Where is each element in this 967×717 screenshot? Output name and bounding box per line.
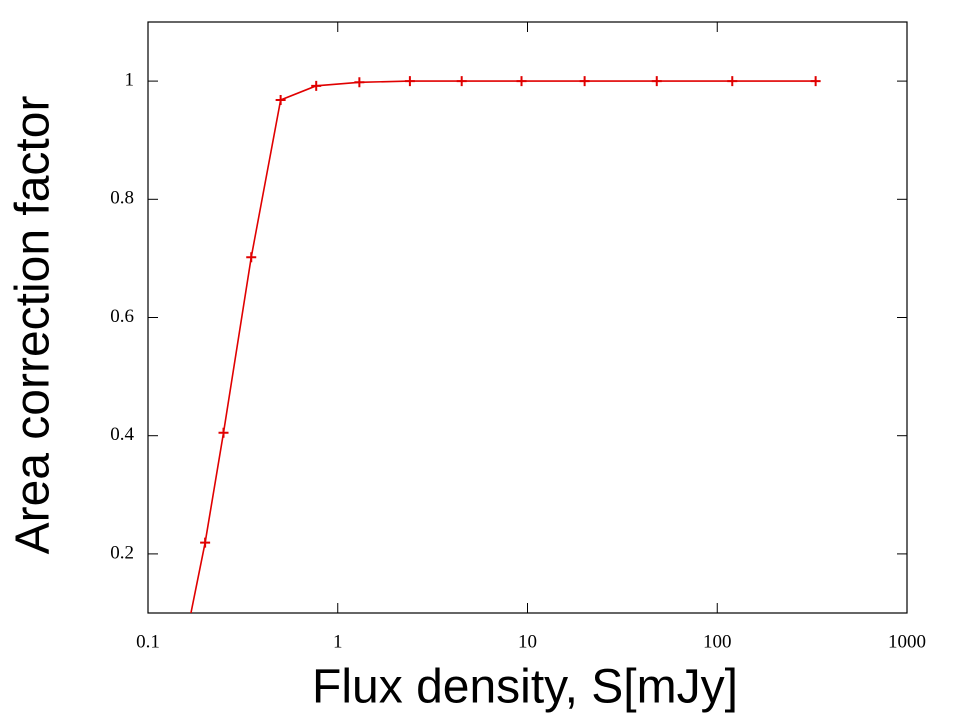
data-point: [404, 76, 415, 87]
y-axis-title: Area correction factor: [7, 96, 60, 555]
data-point: [516, 76, 527, 87]
plot-frame: [147, 21, 908, 614]
x-tick-label: 0.1: [136, 631, 160, 652]
y-tick-label: 1: [125, 69, 135, 90]
x-tick-label: 100: [703, 631, 732, 652]
data-point: [651, 76, 662, 87]
x-tick-label: 10: [518, 631, 537, 652]
plot-area: [176, 76, 821, 665]
data-point: [176, 655, 186, 665]
x-axis-title: Flux density, S[mJy]: [312, 661, 738, 714]
data-line: [190, 80, 816, 613]
data-point: [727, 76, 738, 87]
data-point: [311, 80, 322, 91]
y-tick-label: 0.8: [110, 188, 134, 209]
y-tick-label: 0.4: [110, 424, 134, 445]
data-point: [218, 427, 229, 438]
x-tick-label: 1000: [888, 631, 926, 652]
data-point: [456, 76, 467, 87]
data-point: [275, 95, 286, 106]
data-point: [579, 76, 590, 87]
y-tick-label: 0.6: [110, 306, 134, 327]
data-point: [200, 537, 211, 548]
data-point: [810, 76, 821, 87]
data-point: [246, 252, 257, 263]
x-tick-label: 1: [333, 631, 343, 652]
y-tick-label: 0.2: [110, 542, 134, 563]
data-point: [354, 77, 365, 88]
